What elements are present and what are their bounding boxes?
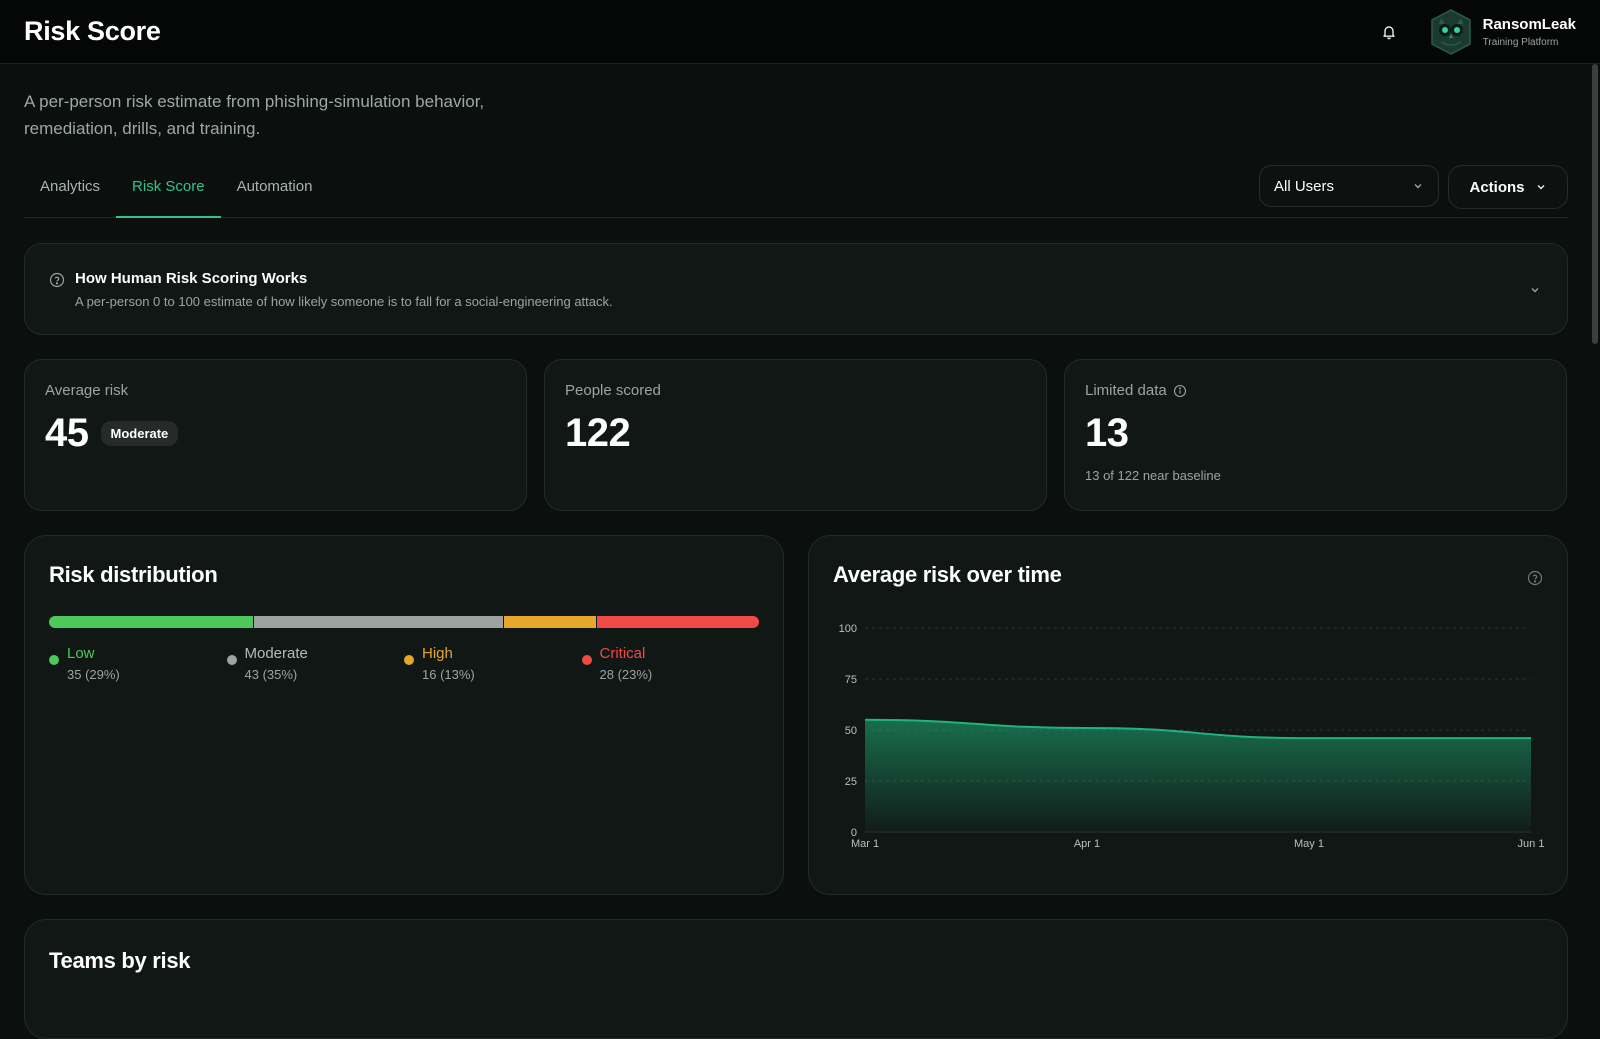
tab-risk-score[interactable]: Risk Score (116, 168, 221, 218)
distribution-segment-high (502, 616, 597, 628)
legend-dot (581, 655, 592, 665)
panel-title: Teams by risk (49, 948, 191, 973)
notifications-bell-icon[interactable] (1371, 14, 1407, 50)
legend-label: Moderate (244, 645, 308, 662)
stats-row: Average risk 45 Moderate People scored 1… (24, 359, 1568, 511)
page-title: Risk Score (24, 16, 161, 46)
average-risk-trend-panel: 0 25 50 75 100 Mar 1 Apr 1 May 1 Jun 1 Average r… (808, 535, 1568, 895)
tab-automation[interactable]: Automation (236, 178, 313, 195)
y-tick-label: 0 (851, 827, 857, 839)
chevron-down-icon[interactable] (1529, 284, 1541, 296)
people-scored-card: People scored 122 (544, 359, 1047, 511)
scrollbar-track[interactable] (1590, 64, 1600, 1000)
chevron-down-icon (1537, 185, 1544, 190)
brand[interactable]: RansomLeak Training Platform (1429, 8, 1576, 56)
legend-value: 28 (23%) (599, 667, 653, 682)
limited-data-note: 13 of 122 near baseline (1085, 468, 1221, 483)
average-risk-card: Average risk 45 Moderate (24, 359, 527, 511)
stat-label: People scored (565, 382, 661, 399)
average-risk-value: 45 (45, 411, 89, 455)
series-area (865, 719, 1531, 832)
distribution-segment-moderate (252, 616, 503, 628)
actions-label: Actions (1469, 178, 1525, 196)
main-content: A per-person risk estimate from phishing… (24, 64, 1568, 1039)
panel-title: Average risk over time (833, 562, 1062, 587)
x-tick-label: Apr 1 (1074, 838, 1100, 850)
legend-item-high: High 16 (13%) (404, 645, 582, 682)
stat-label: Limited data (1085, 382, 1167, 399)
info-title: How Human Risk Scoring Works (75, 269, 308, 287)
x-tick-label: May 1 (1294, 838, 1324, 850)
legend-value: 35 (29%) (67, 667, 120, 682)
info-circle-icon[interactable] (1173, 384, 1187, 398)
legend-label: Low (67, 645, 95, 662)
limited-data-value: 13 (1085, 411, 1129, 455)
distribution-segment-low (49, 616, 253, 628)
y-tick-label: 100 (839, 623, 857, 635)
legend-item-moderate: Moderate 43 (35%) (226, 645, 405, 682)
scoring-info-accordion[interactable]: How Human Risk Scoring Works A per-perso… (24, 243, 1568, 335)
distribution-segment-critical (596, 616, 759, 628)
tabs-bar: Analytics Risk Score Automation All User… (24, 165, 1568, 218)
stat-label: Average risk (45, 382, 129, 399)
scrollbar-thumb[interactable] (1592, 64, 1598, 344)
risk-trend-chart: 0 25 50 75 100 Mar 1 Apr 1 May 1 Jun 1 (839, 623, 1545, 850)
legend-item-critical: Critical 28 (23%) (581, 645, 760, 682)
panel-title: Risk distribution (49, 562, 218, 587)
series-line (864, 718, 1531, 740)
top-bar: Risk Score (0, 0, 1600, 64)
question-circle-icon[interactable] (1527, 570, 1543, 586)
legend-value: 43 (35%) (244, 667, 298, 682)
info-description: A per-person 0 to 100 estimate of how li… (75, 293, 613, 309)
question-circle-icon (49, 272, 65, 288)
legend-value: 16 (13%) (422, 667, 475, 682)
y-tick-label: 50 (845, 725, 857, 737)
legend-dot (49, 655, 59, 665)
y-tick-label: 25 (845, 776, 857, 788)
limited-data-card: Limited data 13 13 of 122 near baseline (1064, 359, 1567, 511)
charts-row: Risk distribution Low 35 (29%) Moderate 43 … (24, 535, 1568, 895)
brand-subtitle: Training Platform (1482, 36, 1559, 48)
user-filter-value: All Users (1274, 177, 1335, 195)
actions-button[interactable]: Actions (1448, 165, 1568, 209)
x-tick-label: Jun 1 (1518, 838, 1545, 850)
risk-distribution-panel: Risk distribution Low 35 (29%) Moderate 43 … (24, 535, 784, 895)
tab-analytics[interactable]: Analytics (40, 178, 101, 195)
page-description: A per-person risk estimate from phishing… (24, 92, 485, 138)
legend-label: High (422, 645, 453, 662)
user-filter-select[interactable]: All Users (1259, 165, 1439, 207)
people-scored-value: 122 (565, 411, 631, 455)
y-tick-label: 75 (845, 674, 857, 686)
risk-level-badge: Moderate (100, 421, 179, 446)
chevron-down-icon (1414, 184, 1422, 189)
legend-dot (226, 655, 237, 665)
distribution-legend: Low 35 (29%) Moderate 43 (35%) High 16 (13%) C… (49, 645, 759, 682)
legend-label: Critical (599, 645, 646, 662)
legend-item-low: Low 35 (29%) (49, 645, 227, 682)
distribution-bar (49, 616, 759, 628)
brand-name: RansomLeak (1482, 15, 1576, 33)
owl-logo-icon (1429, 8, 1473, 56)
legend-dot (404, 655, 414, 665)
x-tick-label: Mar 1 (851, 838, 879, 850)
teams-by-risk-panel: Teams by risk (24, 919, 1568, 1039)
